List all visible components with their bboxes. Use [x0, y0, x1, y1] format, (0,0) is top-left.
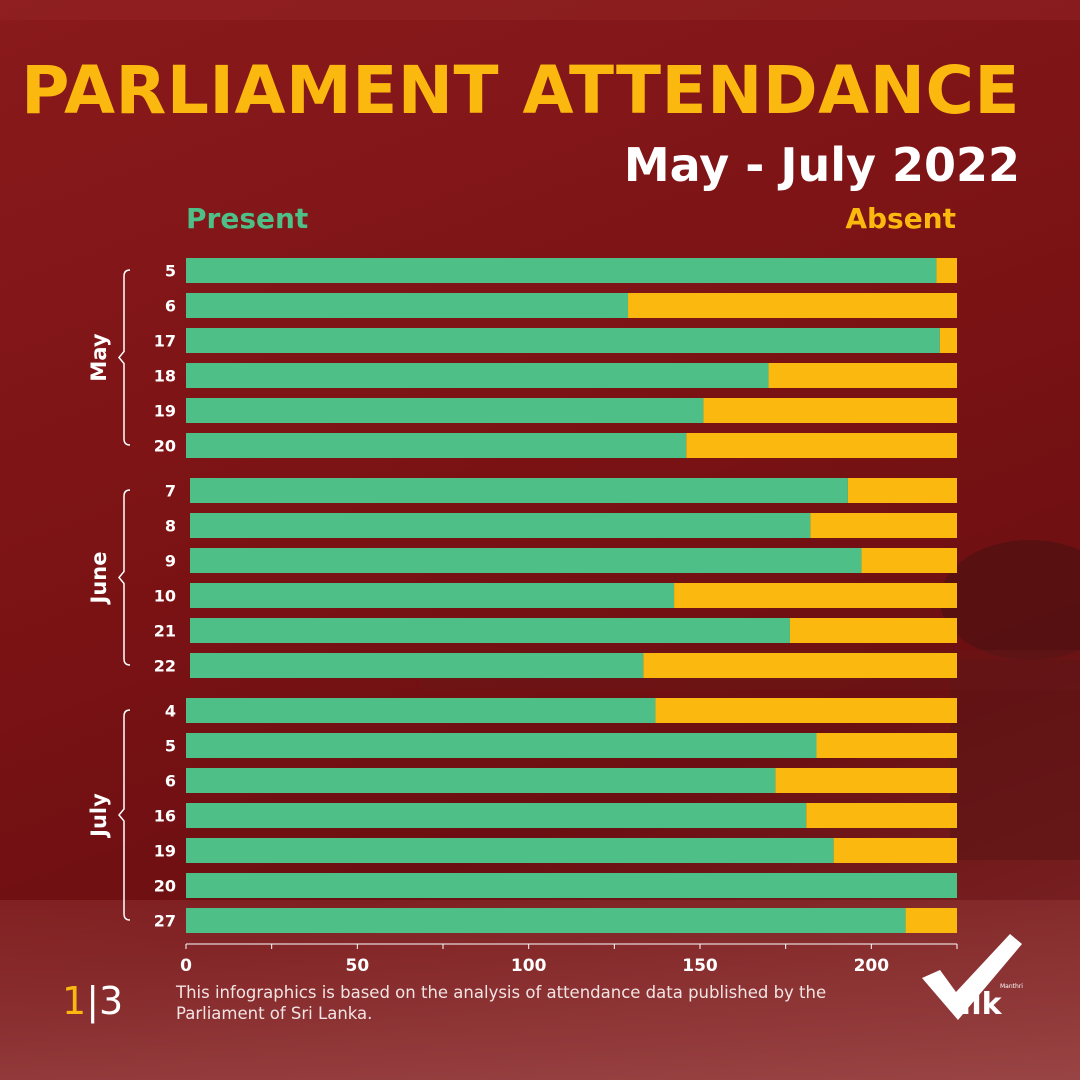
bar-absent [655, 698, 957, 723]
day-label: 20 [154, 437, 176, 456]
day-label: 16 [154, 807, 176, 826]
group-label: July [87, 793, 111, 839]
bar-present [190, 478, 848, 503]
bar-absent [643, 653, 957, 678]
bar-present [186, 768, 776, 793]
bar-absent [861, 548, 957, 573]
footnote: This infographics is based on the analys… [176, 983, 827, 1023]
bar-absent [703, 398, 957, 423]
bar-absent [628, 293, 957, 318]
bar-absent [775, 768, 957, 793]
bar-present [186, 328, 940, 353]
day-label: 19 [154, 402, 176, 421]
day-label: 7 [165, 482, 176, 501]
bar-absent [847, 478, 957, 503]
day-label: 6 [165, 772, 176, 791]
bar-present [186, 698, 656, 723]
day-label: 9 [165, 552, 176, 571]
bar-absent [816, 733, 957, 758]
logo-text: .lk [960, 987, 1002, 1022]
bar-present [190, 583, 675, 608]
group-brace [118, 489, 131, 666]
group-label: May [87, 333, 111, 381]
bar-absent [833, 838, 957, 863]
bar-absent [686, 433, 957, 458]
bar-absent [768, 363, 957, 388]
bar-present [190, 653, 644, 678]
day-label: 17 [154, 332, 176, 351]
x-tick-label: 100 [511, 956, 547, 976]
day-label: 8 [165, 517, 176, 536]
day-label: 21 [154, 622, 176, 641]
bar-present [186, 733, 817, 758]
day-label: 5 [165, 262, 176, 281]
bar-present [186, 873, 957, 898]
bar-present [186, 838, 834, 863]
day-label: 10 [154, 587, 176, 606]
x-tick-label: 50 [345, 956, 369, 976]
x-tick-label: 0 [180, 956, 192, 976]
bar-present [186, 363, 769, 388]
legend-absent: Absent [845, 202, 956, 235]
page-indicator: 1|3 [62, 982, 123, 1020]
page-separator: | [86, 979, 99, 1023]
bar-absent [810, 513, 957, 538]
group-label: June [87, 552, 111, 606]
bar-absent [674, 583, 957, 608]
bar-absent [806, 803, 957, 828]
bar-absent [939, 328, 957, 353]
bar-present [186, 908, 906, 933]
page-current: 1 [62, 979, 87, 1023]
bar-present [186, 803, 807, 828]
day-label: 19 [154, 842, 176, 861]
day-label: 6 [165, 297, 176, 316]
bar-present [186, 398, 704, 423]
page-total: 3 [99, 979, 124, 1023]
day-label: 20 [154, 877, 176, 896]
bar-present [186, 433, 687, 458]
group-brace [118, 709, 131, 921]
bar-absent [789, 618, 957, 643]
legend-present: Present [186, 202, 309, 235]
chart-title: PARLIAMENT ATTENDANCE [21, 52, 1020, 129]
checkmark-logo-icon [922, 934, 1022, 1020]
bar-present [186, 293, 629, 318]
day-label: 18 [154, 367, 176, 386]
bar-present [190, 548, 862, 573]
day-label: 4 [165, 702, 176, 721]
chart-subtitle: May - July 2022 [623, 138, 1020, 192]
bar-present [190, 618, 790, 643]
day-label: 5 [165, 737, 176, 756]
logo-small-text: Manthri [1000, 983, 1023, 990]
bar-absent [905, 908, 957, 933]
x-tick-label: 150 [682, 956, 718, 976]
day-label: 27 [154, 912, 176, 931]
bar-absent [936, 258, 957, 283]
day-label: 22 [154, 657, 176, 676]
x-tick-label: 200 [854, 956, 890, 976]
bar-present [186, 258, 937, 283]
group-brace [118, 269, 131, 446]
bar-present [190, 513, 811, 538]
